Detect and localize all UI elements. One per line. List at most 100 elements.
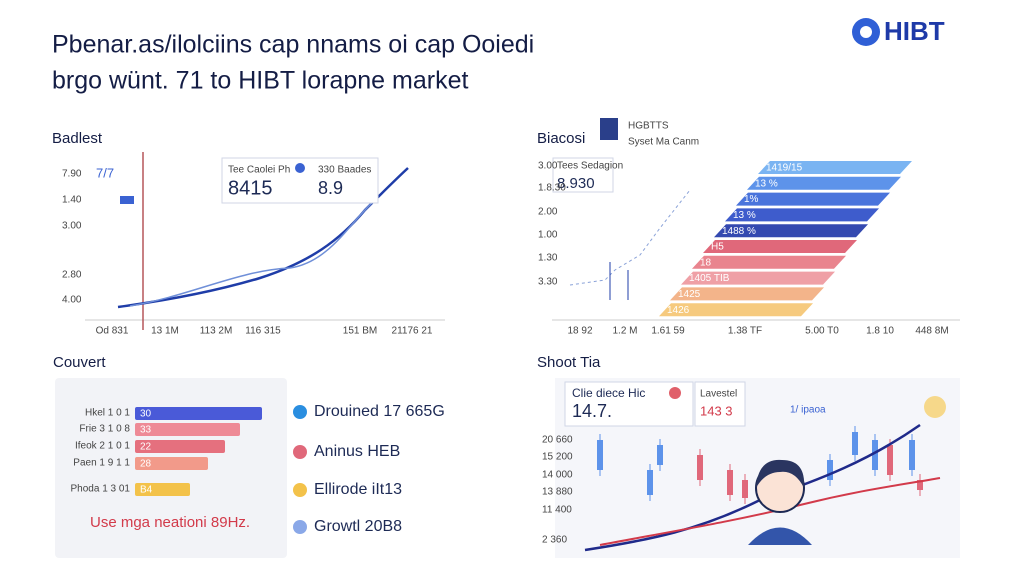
legend-box: [552, 157, 614, 193]
x-tick-label: 448 8M: [915, 326, 948, 337]
y-tick-label: 3.30: [538, 277, 558, 288]
y-tick-label: 20 660: [542, 435, 573, 446]
bar-label: 1488 %: [722, 226, 756, 237]
bar-label: 22: [140, 442, 152, 453]
bar-label: 1425: [678, 289, 701, 300]
funnel-bar: [758, 161, 912, 174]
y-tick-label: 2 360: [542, 535, 567, 546]
panel-title: Shoot Tia: [537, 354, 601, 371]
y-tick-label: 11 400: [542, 505, 572, 516]
illustration: [748, 459, 812, 545]
panel-title: Couvert: [53, 354, 106, 371]
y-tick-label: 1.8.30: [538, 183, 566, 194]
x-tick-label: 18 92: [567, 326, 592, 337]
funnel-bar: [725, 208, 879, 222]
row-label: Phoda 1 3 01: [71, 484, 131, 495]
bar-label: B4: [140, 485, 153, 496]
legend-dot: [293, 405, 307, 419]
card: [694, 381, 746, 427]
legend-label: 330 Baades: [318, 165, 371, 176]
candle: [917, 480, 923, 490]
candle: [887, 445, 893, 475]
badge-text: Syset Ma Canm: [628, 137, 699, 148]
x-tick-label: Od 831: [96, 326, 129, 337]
bar-label: 1405 TIB: [689, 273, 730, 284]
y-tick-label: 2.80: [62, 270, 82, 281]
funnel-bar: [692, 255, 846, 269]
panel2-chart: [552, 189, 960, 321]
y-tick-label: 3.00: [538, 161, 558, 172]
bar-label: H5: [711, 242, 724, 253]
legend-label: Growtl 20B8: [314, 518, 402, 535]
panel-title: Badlest: [52, 130, 103, 147]
funnel-bar: [670, 287, 824, 301]
y-tick-label: 7.90: [62, 169, 82, 180]
x-tick-label: 1.2 M: [612, 326, 637, 337]
legend-label: Ellirode iIt13: [314, 481, 402, 498]
funnel-bar: [736, 192, 890, 206]
x-tick-label: 5.00 T0: [805, 326, 839, 337]
candle: [647, 470, 653, 495]
card-value: 143 3: [700, 403, 733, 418]
bar-label: 30: [140, 409, 152, 420]
y-tick-label: 13 880: [542, 487, 573, 498]
candle: [657, 445, 663, 465]
panel-title: Biacosi: [537, 130, 585, 147]
panel1-chart: [85, 152, 445, 330]
card-label: Lavestel: [700, 389, 737, 400]
bar-label: 13 %: [755, 178, 778, 189]
y-tick-label: 3.00: [62, 221, 82, 232]
legend-label: Tees Sedagion: [557, 161, 623, 172]
bar-label: 1426: [667, 305, 690, 316]
row-label: Frie 3 1 0 8: [79, 424, 130, 435]
funnel-bar: [714, 224, 868, 238]
row-label: Ifeok 2 1 0 1: [75, 441, 130, 452]
y-tick-label: 1.30: [538, 253, 558, 264]
x-tick-label: 116 315: [245, 326, 281, 337]
y-tick-label: 2.00: [538, 207, 558, 218]
logo-text: HIBT: [884, 16, 945, 46]
y-tick-label: 4.00: [62, 295, 82, 306]
funnel-bar: [747, 176, 901, 190]
bar: [135, 407, 262, 420]
bar-label: 1%: [744, 194, 759, 205]
badge-text: HGBTTS: [628, 121, 669, 132]
y-tick-label: 15 200: [542, 452, 573, 463]
x-tick-label: 113 2M: [200, 326, 233, 337]
bar: [135, 483, 190, 496]
x-tick-label: 1.61 59: [651, 326, 685, 337]
bar-label: 33: [140, 425, 152, 436]
bar: [135, 457, 208, 470]
funnel-bar: [659, 303, 813, 317]
bar-label: 1419/15: [766, 163, 803, 174]
candle: [727, 470, 733, 495]
legend-value: 8.9: [318, 178, 343, 198]
funnel-bar: [703, 240, 857, 253]
y-tick-label: 1.40: [62, 195, 82, 206]
title-line: Pbenar.as/ilolciins cap nnams oi cap Ooi…: [52, 31, 534, 59]
funnel-bar: [681, 271, 835, 285]
card-label: 1/ ipaoa: [790, 405, 826, 416]
bar-label: 28: [140, 459, 152, 470]
candles: [597, 426, 923, 504]
card-label: Clie diece Hic: [572, 386, 645, 400]
title-line: brgo wünt. 71 to HIBT lorapne market: [52, 67, 468, 95]
legend-value: 8415: [228, 177, 273, 199]
candle: [742, 480, 748, 498]
x-tick-label: 151 BM: [343, 326, 377, 337]
candle: [697, 455, 703, 480]
logo: HIBT: [852, 16, 945, 46]
corner-label: 7/7: [96, 165, 114, 180]
bar: [135, 440, 225, 453]
legend-dot: [293, 520, 307, 534]
bar: [135, 423, 240, 436]
legend-dot: [293, 483, 307, 497]
x-tick-label: 1.8 10: [866, 326, 894, 337]
candle: [597, 440, 603, 470]
candle: [827, 460, 833, 480]
x-tick-label: 13 1M: [151, 326, 179, 337]
badge-icon: [600, 118, 618, 140]
row-label: Hkel 1 0 1: [85, 408, 130, 419]
x-tick-label: 21176 21: [392, 326, 433, 337]
